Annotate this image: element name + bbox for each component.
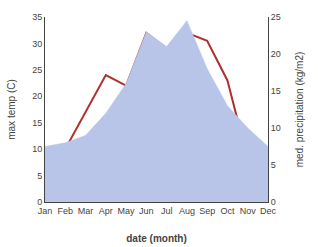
- svg-text:0: 0: [37, 197, 42, 207]
- svg-text:date (month): date (month): [126, 233, 187, 244]
- svg-text:Apr: Apr: [99, 206, 113, 216]
- svg-text:15: 15: [271, 86, 281, 96]
- svg-text:Sep: Sep: [199, 206, 215, 216]
- svg-text:Jan: Jan: [38, 206, 53, 216]
- svg-text:0: 0: [271, 197, 276, 207]
- svg-text:10: 10: [271, 123, 281, 133]
- svg-text:Jun: Jun: [139, 206, 154, 216]
- svg-text:30: 30: [32, 39, 42, 49]
- svg-text:May: May: [118, 206, 136, 216]
- svg-text:Jul: Jul: [161, 206, 173, 216]
- svg-text:5: 5: [37, 171, 42, 181]
- svg-text:Aug: Aug: [179, 206, 195, 216]
- svg-text:Oct: Oct: [220, 206, 235, 216]
- svg-text:25: 25: [32, 65, 42, 75]
- svg-text:max temp (C): max temp (C): [6, 79, 17, 140]
- svg-text:Mar: Mar: [78, 206, 94, 216]
- svg-text:35: 35: [32, 12, 42, 22]
- svg-text:10: 10: [32, 144, 42, 154]
- svg-text:Feb: Feb: [58, 206, 74, 216]
- svg-text:15: 15: [32, 118, 42, 128]
- svg-text:20: 20: [32, 91, 42, 101]
- svg-text:Nov: Nov: [240, 206, 257, 216]
- svg-text:Dec: Dec: [260, 206, 277, 216]
- svg-text:5: 5: [271, 160, 276, 170]
- svg-text:20: 20: [271, 49, 281, 59]
- svg-text:25: 25: [271, 12, 281, 22]
- svg-text:med. precipitation (kg/m2): med. precipitation (kg/m2): [294, 52, 305, 168]
